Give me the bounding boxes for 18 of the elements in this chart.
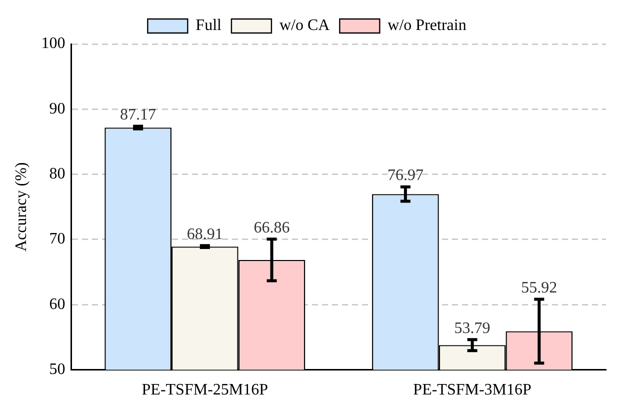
x-tick-label: PE-TSFM-25M16P <box>142 382 268 399</box>
data-label: 76.97 <box>387 167 424 184</box>
legend-label: w/o CA <box>279 17 330 34</box>
data-label: 53.79 <box>454 320 490 337</box>
data-label: 66.86 <box>254 219 290 236</box>
legend-label: w/o Pretrain <box>388 17 466 34</box>
y-tick-label: 80 <box>49 166 66 183</box>
y-tick-label: 90 <box>49 100 66 118</box>
data-label: 87.17 <box>120 106 156 124</box>
y-tick-label: 60 <box>49 296 66 313</box>
y-tick-label: 70 <box>49 230 66 248</box>
x-tick-label: PE-TSFM-3M16P <box>413 382 532 399</box>
y-tick-label: 100 <box>41 35 66 52</box>
legend-label: Full <box>196 17 222 34</box>
y-tick-label: 50 <box>49 361 66 378</box>
y-axis-title: Accuracy (%) <box>12 162 30 252</box>
data-label: 55.92 <box>521 280 558 296</box>
data-label: 68.91 <box>186 226 223 243</box>
